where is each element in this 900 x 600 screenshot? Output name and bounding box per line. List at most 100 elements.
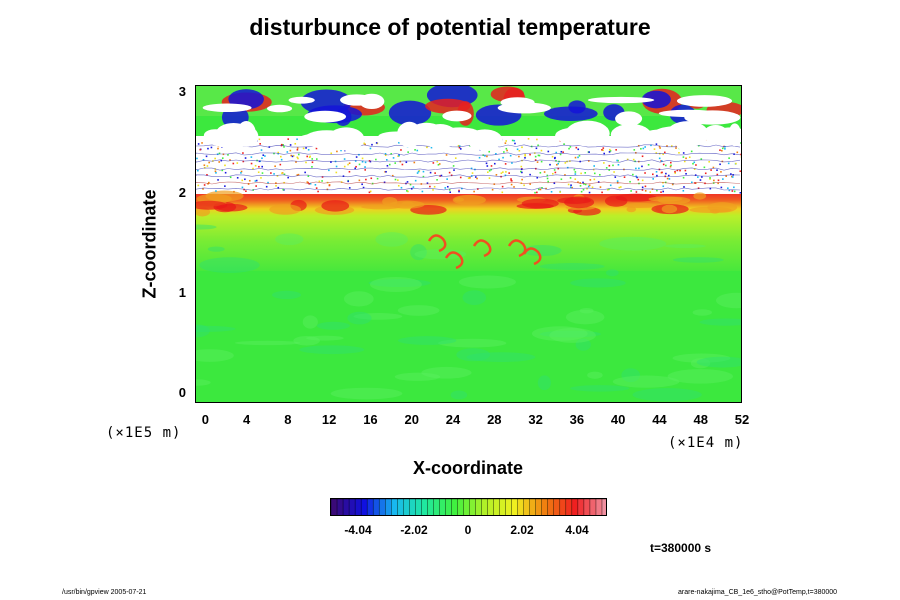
noise-speck — [397, 155, 399, 158]
texture-blob — [570, 278, 626, 288]
noise-speck — [340, 149, 342, 152]
noise-speck — [661, 171, 663, 174]
colorbar-swatch — [601, 499, 606, 515]
noise-speck — [318, 180, 321, 183]
noise-speck — [283, 173, 286, 176]
noise-speck — [229, 159, 231, 161]
noise-speck — [361, 157, 364, 160]
noise-speck — [364, 166, 366, 168]
noise-speck — [638, 167, 640, 170]
noise-speck — [468, 177, 471, 180]
noise-speck — [392, 157, 395, 159]
noise-speck — [504, 174, 507, 177]
contour-line — [196, 144, 741, 148]
colorbar-swatch — [505, 499, 513, 515]
noise-speck — [722, 178, 724, 180]
colorbar-swatch — [499, 499, 507, 515]
y-tick-label: 2 — [178, 185, 186, 200]
noise-speck — [588, 191, 591, 194]
x-tick-label: 24 — [445, 412, 461, 427]
noise-speck — [406, 190, 408, 192]
time-label: t=380000 s — [650, 541, 712, 555]
noise-speck — [630, 190, 632, 192]
noise-speck — [557, 167, 560, 170]
noise-speck — [448, 189, 451, 191]
noise-speck — [504, 142, 507, 144]
noise-speck — [314, 184, 317, 186]
noise-speck — [518, 149, 521, 152]
noise-speck — [348, 170, 351, 173]
noise-speck — [710, 169, 712, 171]
noise-speck — [617, 159, 619, 162]
noise-speck — [679, 169, 681, 172]
noise-speck — [476, 177, 478, 180]
noise-speck — [493, 162, 496, 165]
noise-speck — [254, 164, 257, 167]
noise-speck — [616, 159, 618, 162]
noise-speck — [283, 146, 285, 148]
noise-speck — [354, 160, 357, 162]
noise-speck — [210, 146, 213, 149]
noise-speck — [613, 171, 615, 173]
texture-blob — [199, 257, 260, 273]
noise-speck — [224, 164, 226, 167]
noise-speck — [384, 152, 387, 155]
noise-speck — [311, 158, 314, 160]
texture-blob — [343, 291, 374, 307]
noise-speck — [608, 151, 611, 153]
noise-speck — [720, 171, 722, 173]
noise-speck — [523, 184, 525, 187]
eddy-curl — [427, 234, 447, 253]
eddy-curl — [444, 251, 464, 270]
noise-speck — [727, 187, 729, 190]
noise-speck — [642, 147, 645, 150]
x-tick-label: 16 — [363, 412, 378, 427]
noise-speck — [296, 147, 299, 149]
noise-speck — [570, 184, 572, 187]
noise-speck — [484, 155, 486, 157]
noise-speck — [287, 138, 290, 140]
colorbar-tick-label: 0 — [464, 523, 472, 537]
noise-speck — [669, 165, 672, 168]
noise-speck — [674, 170, 676, 173]
noise-speck — [309, 182, 312, 185]
noise-speck — [445, 154, 448, 156]
texture-blob — [612, 375, 680, 388]
colorbar-swatch — [391, 499, 398, 515]
noise-speck — [735, 162, 737, 165]
texture-blob — [306, 335, 344, 341]
noise-speck — [275, 184, 277, 187]
noise-speck — [260, 177, 262, 179]
noise-speck — [244, 157, 247, 159]
noise-speck — [368, 191, 371, 194]
contour-line — [196, 181, 741, 185]
noise-speck — [655, 143, 658, 145]
texture-blob — [606, 269, 619, 277]
noise-speck — [632, 158, 635, 161]
noise-speck — [713, 179, 715, 182]
noise-speck — [257, 171, 260, 174]
noise-speck — [199, 148, 202, 151]
texture-blob — [369, 276, 422, 293]
noise-speck — [343, 165, 346, 168]
noise-speck — [721, 149, 723, 152]
noise-speck — [292, 154, 295, 157]
colorbar-swatch — [433, 499, 441, 515]
noise-speck — [421, 190, 424, 193]
noise-speck — [524, 155, 526, 157]
noise-speck — [279, 163, 282, 166]
noise-speck — [739, 170, 741, 173]
noise-speck — [506, 149, 508, 152]
top-blank-cell — [497, 102, 551, 114]
noise-speck — [597, 181, 600, 183]
colorbar-swatch — [415, 499, 423, 515]
colorbar-swatch — [463, 499, 471, 515]
noise-speck — [682, 152, 685, 154]
noise-speck — [560, 150, 563, 153]
noise-speck — [536, 191, 538, 194]
noise-speck — [641, 189, 644, 191]
noise-speck — [375, 158, 377, 161]
colorbar-tick-label: 4.04 — [565, 523, 589, 537]
noise-speck — [554, 156, 556, 159]
blank-bump — [303, 130, 350, 149]
